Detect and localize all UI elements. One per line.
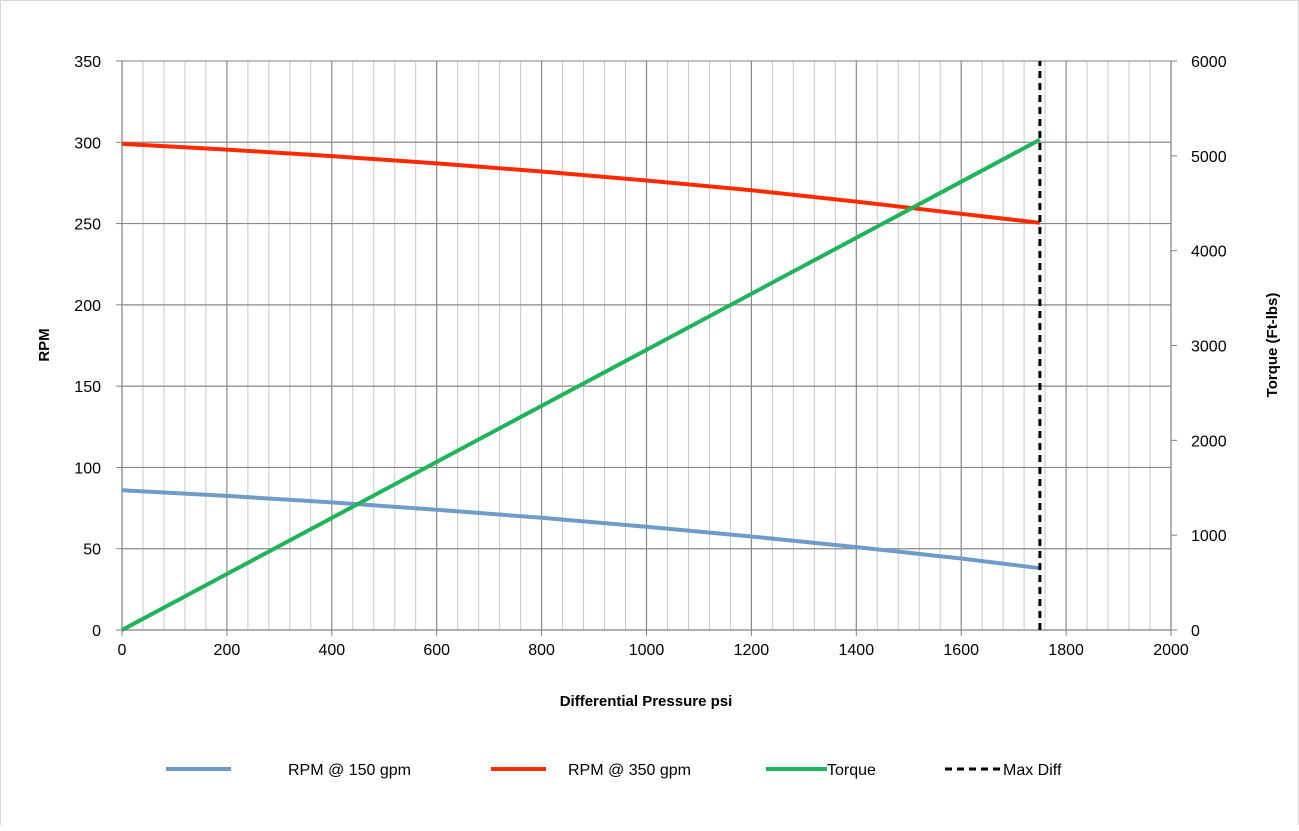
legend-item-torque: Torque [766, 762, 876, 779]
legend-label: Max Diff [1003, 762, 1062, 779]
series-line-rpm-350-gpm [121, 141, 1041, 225]
x-tick-label: 0 [118, 642, 127, 659]
x-tick-label: 1800 [1048, 642, 1084, 659]
y-tick-label: 250 [74, 217, 101, 234]
legend-label: RPM @ 350 gpm [568, 762, 691, 779]
y-axis-ticks: 0 50 100 150 200 250 300 350 [74, 54, 122, 640]
x-tick-label: 1400 [839, 642, 875, 659]
series-layer [121, 61, 1042, 632]
x-tick-label: 800 [528, 642, 555, 659]
legend-label: RPM @ 150 gpm [288, 762, 411, 779]
x-tick-label: 400 [318, 642, 345, 659]
y-tick-label: 0 [92, 623, 101, 640]
y-tick-label: 300 [74, 135, 101, 152]
y2-axis-title: Torque (Ft-lbs) [1264, 293, 1281, 398]
y-tick-label: 100 [74, 460, 101, 477]
legend: RPM @ 150 gpm RPM @ 350 gpm Torque Max Diff [166, 762, 1062, 779]
x-tick-label: 1000 [629, 642, 665, 659]
y2-tick-label: 4000 [1191, 244, 1227, 261]
y2-tick-label: 6000 [1191, 54, 1227, 71]
legend-item-rpm-150-gpm: RPM @ 150 gpm [166, 762, 411, 779]
y2-axis-ticks: 0 1000 2000 3000 4000 5000 6000 [1171, 54, 1227, 640]
y-tick-label: 50 [83, 542, 101, 559]
minor-gridlines [142, 61, 1151, 630]
series-line-rpm-150-gpm [121, 488, 1041, 571]
x-tick-label: 1200 [734, 642, 770, 659]
legend-label: Torque [827, 762, 876, 779]
y2-tick-label: 0 [1191, 623, 1200, 640]
x-tick-label: 2000 [1153, 642, 1189, 659]
legend-item-rpm-350-gpm: RPM @ 350 gpm [491, 762, 691, 779]
x-axis-title: Differential Pressure psi [560, 693, 733, 710]
y-tick-label: 350 [74, 54, 101, 71]
legend-item-max-diff: Max Diff [945, 762, 1062, 779]
y-axis-title: RPM [36, 328, 53, 361]
y2-tick-label: 5000 [1191, 149, 1227, 166]
series-line-torque [121, 137, 1041, 632]
x-tick-label: 600 [423, 642, 450, 659]
x-axis-ticks: 0 200 400 600 800 1000 1200 1400 1600 1800 2000 [118, 630, 1189, 659]
x-tick-label: 200 [214, 642, 241, 659]
y2-tick-label: 1000 [1191, 528, 1227, 545]
y2-tick-label: 2000 [1191, 433, 1227, 450]
y-tick-label: 150 [74, 379, 101, 396]
y2-tick-label: 3000 [1191, 339, 1227, 356]
y-tick-label: 200 [74, 298, 101, 315]
x-tick-label: 1600 [943, 642, 979, 659]
